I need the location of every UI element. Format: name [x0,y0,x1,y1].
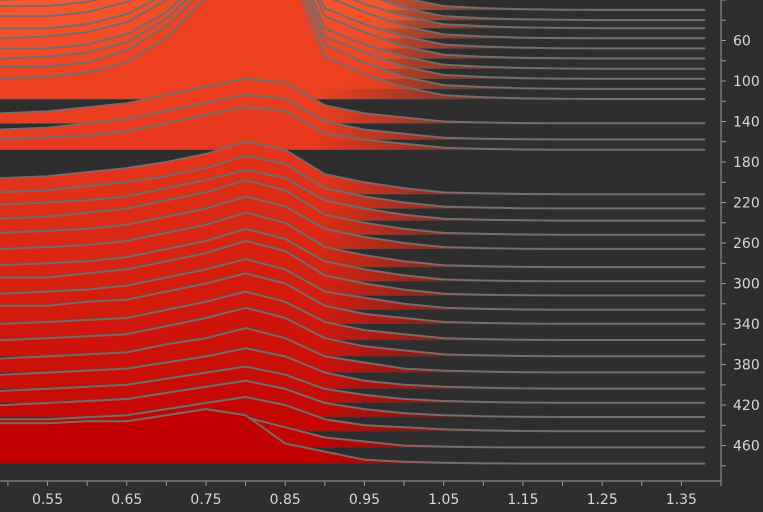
ridge-line-432 [0,379,706,418]
ridge-line-356 [0,290,706,341]
ridge-line-88 [0,0,706,70]
ridge-layer [0,0,706,465]
x-axis: 0.55 0.65 0.75 0.85 0.95 1.05 1.15 1.25 1.35 [0,480,722,508]
ridge-line-30 [408,0,706,11]
ridge-line-168 [0,106,706,151]
ridge-line-212 [0,140,706,196]
ridge-line-266 [0,195,706,250]
ridge-line-404 [0,347,706,390]
ridge-line-142 [0,78,706,125]
x-tick-label: 0.65 [111,492,142,508]
y-tick-label: 140 [733,115,760,131]
ridge-line-312 [0,240,706,297]
ridge-line-40 [0,0,706,22]
y-tick-label: 260 [733,236,760,252]
ridge-line-68 [0,0,706,50]
ridge-line-226 [0,154,706,210]
y-tick-label: 460 [733,439,760,455]
y-tick-label: 300 [733,277,760,293]
ridge-line-108 [0,0,706,90]
ridge-line-326 [0,258,706,311]
x-tick-label: 0.95 [349,492,380,508]
ridge-line-298 [0,227,706,283]
ridge-line-418 [0,365,706,404]
y-axis: 60 100 140 180 220 260 300 340 380 420 460 [720,0,760,481]
ridge-line-446 [0,396,706,433]
ridge-line-58 [0,0,706,40]
ridge-line-284 [0,211,706,269]
y-tick-label: 340 [733,317,760,333]
y-tick-label: 100 [733,74,760,90]
x-tick-label: 0.85 [270,492,301,508]
y-tick-label: 420 [733,398,760,414]
ridge-line-252 [0,179,706,236]
ridge-line-340 [0,272,706,325]
x-tick-label: 1.15 [507,492,538,508]
ridge-line-478 [0,408,706,465]
ridge-line-78 [0,0,706,60]
ridge-line-372 [0,306,706,358]
ridge-area-118 [0,0,706,100]
ridge-line-238 [0,169,706,222]
y-tick-label: 60 [733,34,751,50]
ridge-line-118 [0,0,706,100]
y-tick-label: 220 [733,196,760,212]
ridge-line-98 [0,0,706,80]
ridge-line-388 [0,327,706,374]
x-tick-label: 1.25 [587,492,618,508]
x-tick-label: 1.05 [428,492,459,508]
y-tick-label: 380 [733,358,760,374]
ridge-line-48 [0,0,706,30]
x-tick-label: 0.75 [190,492,221,508]
ridge-line-158 [0,94,706,141]
x-tick-label: 1.35 [666,492,697,508]
y-tick-label: 180 [733,155,760,171]
x-tick-label: 0.55 [32,492,63,508]
ridge-area-168 [0,107,706,150]
ridge-area-478 [0,409,706,464]
